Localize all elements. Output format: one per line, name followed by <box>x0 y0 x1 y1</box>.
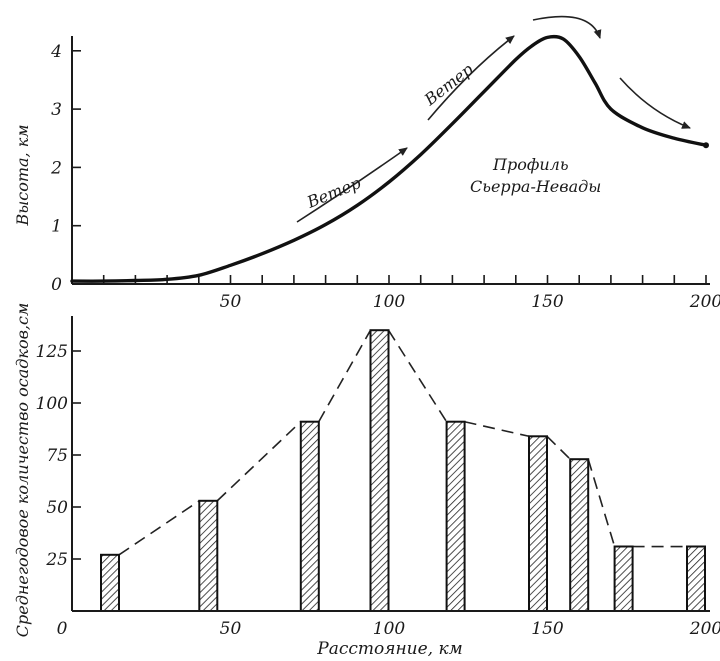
precip-bar <box>100 553 120 612</box>
precip-x-tick-label: 150 <box>531 619 564 639</box>
precip-bar <box>198 499 219 612</box>
profile-label-line2: Сьерра-Невады <box>470 177 601 196</box>
precip-connector-segment <box>464 420 530 438</box>
profile-y-tick-label: 2 <box>50 158 62 178</box>
precip-x-axis-label: Расстояние, км <box>316 639 463 659</box>
profile-y-tick-label: 3 <box>51 100 62 120</box>
precip-x-tick-label: 50 <box>220 619 242 639</box>
precip-bar <box>299 420 320 613</box>
precipitation-chart: 0 50 100 150 200 25 50 75 100 125 Среднегодовое … <box>13 303 720 659</box>
precip-bar <box>613 545 634 612</box>
precip-bar <box>569 458 590 613</box>
precip-bar <box>369 329 390 612</box>
precip-y-tick-label: 125 <box>36 342 68 362</box>
wind-arrows <box>296 15 691 223</box>
profile-line <box>70 34 708 283</box>
precip-x-tick-label: 0 <box>57 619 68 639</box>
profile-y-ticks: 0 1 2 3 4 <box>50 42 81 295</box>
profile-y-tick-label: 4 <box>50 42 62 62</box>
profile-x-tick-label: 50 <box>220 292 242 312</box>
profile-x-ticks: 50 100 150 200 <box>102 275 720 312</box>
precip-connector-segment <box>546 435 571 460</box>
precip-connector-segment <box>216 421 302 502</box>
precip-bar <box>528 435 548 612</box>
precip-x-tick-label: 200 <box>689 619 720 639</box>
precip-bar <box>686 545 706 612</box>
wind-label-upper: Ветер <box>420 60 477 110</box>
profile-x-tick-label: 200 <box>689 292 720 312</box>
profile-y-axis-label: Высота, км <box>13 124 32 226</box>
precip-y-tick-label: 25 <box>45 550 68 570</box>
precip-connector-segment <box>118 500 200 556</box>
profile-x-tick-label: 100 <box>373 292 406 312</box>
wind-arrow-crest <box>532 15 602 39</box>
precip-x-tick-label: 100 <box>373 619 406 639</box>
wind-arrow-descent <box>619 77 691 129</box>
precip-y-tick-label: 50 <box>46 498 68 518</box>
precip-connector-segment <box>387 329 448 423</box>
precip-x-ticks: 0 50 100 150 200 <box>57 619 720 639</box>
profile-y-tick-label: 1 <box>51 217 62 237</box>
profile-label-line1: Профиль <box>492 155 569 174</box>
precip-connector-segment <box>318 329 372 423</box>
wind-arrow-upper <box>427 35 515 121</box>
precip-connector <box>118 329 687 556</box>
precip-y-axis-label: Среднегодовое количество осадков,см <box>13 303 32 637</box>
precip-connector-segment <box>587 458 616 547</box>
precip-y-tick-label: 100 <box>36 394 69 414</box>
profile-y-tick-label: 0 <box>51 275 62 295</box>
profile-x-tick-label: 150 <box>531 292 564 312</box>
precip-bar <box>445 420 466 613</box>
wind-arrow-lower <box>296 147 408 223</box>
precip-y-ticks: 25 50 75 100 125 <box>36 342 81 570</box>
precip-y-tick-label: 75 <box>46 446 68 466</box>
profile-endpoint <box>703 142 709 149</box>
precip-bars <box>100 329 706 613</box>
